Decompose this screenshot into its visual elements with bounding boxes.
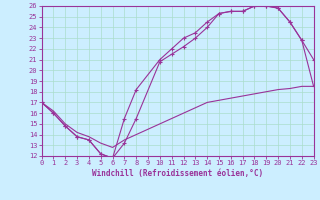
X-axis label: Windchill (Refroidissement éolien,°C): Windchill (Refroidissement éolien,°C) — [92, 169, 263, 178]
